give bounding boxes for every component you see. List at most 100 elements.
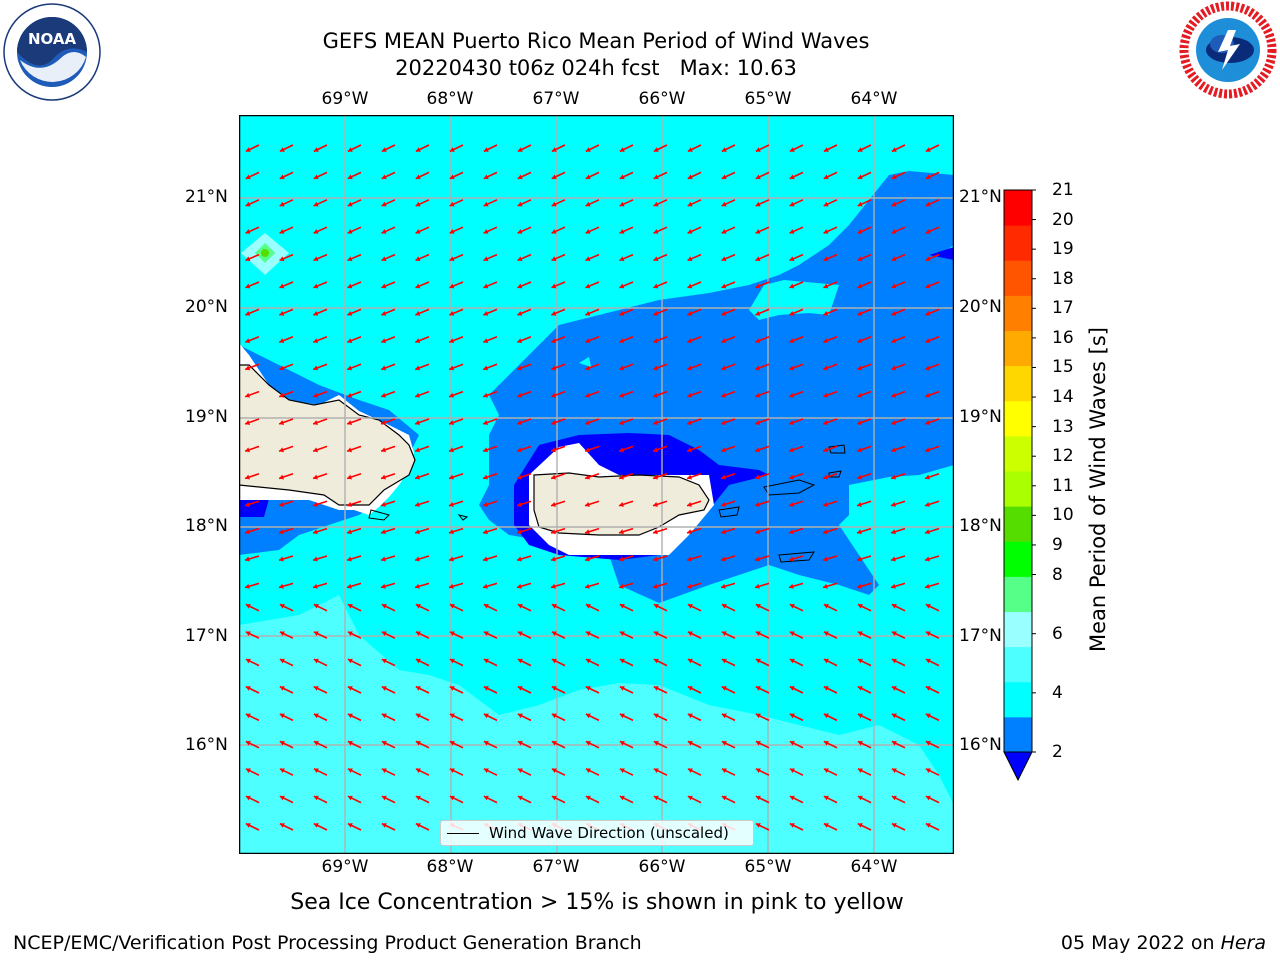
wind-wave-arrow xyxy=(245,144,260,153)
wind-wave-arrow xyxy=(618,555,634,562)
wind-wave-arrow xyxy=(822,418,838,425)
wind-wave-arrow xyxy=(516,555,532,562)
wind-wave-arrow xyxy=(381,308,396,316)
wind-wave-arrow xyxy=(891,740,906,749)
wind-wave-arrow xyxy=(550,500,566,507)
wind-wave-arrow xyxy=(857,740,872,749)
colorbar-segment xyxy=(1004,576,1032,612)
colorbar-tick-label: 13 xyxy=(1052,416,1074,437)
wind-wave-arrow xyxy=(823,308,838,316)
wind-wave-arrow xyxy=(346,336,362,344)
colorbar-tick-label: 2 xyxy=(1052,742,1063,762)
wind-wave-arrow xyxy=(891,308,906,316)
lat-label-left-21: 21°N xyxy=(185,187,228,207)
wind-wave-arrow xyxy=(619,740,634,749)
wind-wave-arrow xyxy=(720,555,736,562)
wind-wave-arrow xyxy=(789,281,804,289)
wind-wave-arrow xyxy=(890,473,906,480)
wind-wave-arrow xyxy=(517,603,532,612)
wind-wave-arrow xyxy=(278,336,294,344)
wind-wave-arrow xyxy=(789,253,804,262)
wind-wave-arrow xyxy=(550,363,566,371)
wind-wave-arrow xyxy=(720,500,736,507)
lon-label-top-67: 67°W xyxy=(532,89,580,109)
wind-wave-arrow xyxy=(245,713,260,722)
wind-wave-arrow xyxy=(313,768,328,776)
wind-wave-arrow xyxy=(925,740,940,749)
wind-wave-arrow xyxy=(346,500,362,507)
lon-label-bottom-66: 66°W xyxy=(638,857,686,877)
wind-wave-arrow xyxy=(278,582,294,589)
wind-wave-arrow xyxy=(925,199,940,207)
wind-wave-arrow xyxy=(823,253,838,262)
wind-wave-arrow xyxy=(550,555,566,562)
wind-wave-arrow xyxy=(483,226,498,234)
wind-wave-arrow xyxy=(516,390,532,398)
wind-wave-arrow xyxy=(789,795,804,804)
wind-wave-arrow xyxy=(653,631,668,639)
wind-wave-arrow xyxy=(483,740,498,749)
colorbar-tick-label: 16 xyxy=(1052,327,1074,348)
wind-wave-arrow xyxy=(585,144,600,153)
wind-wave-arrow xyxy=(856,336,872,344)
wind-wave-arrow xyxy=(924,418,940,425)
wind-wave-arrow xyxy=(857,144,872,153)
wind-wave-arrow xyxy=(924,555,940,562)
wind-wave-arrow xyxy=(483,253,498,262)
wind-wave-arrow xyxy=(652,418,668,425)
wind-wave-arrow xyxy=(721,199,736,207)
wind-wave-arrow xyxy=(924,390,940,398)
legend-line-icon xyxy=(447,832,479,834)
wind-wave-arrow xyxy=(313,226,328,234)
wind-wave-arrow xyxy=(720,336,736,344)
wind-wave-arrow xyxy=(584,418,600,425)
wind-wave-arrow xyxy=(517,685,532,694)
wind-wave-arrow xyxy=(415,768,430,776)
wind-wave-arrow xyxy=(279,658,294,667)
wind-wave-arrow xyxy=(449,740,464,749)
wind-wave-arrow xyxy=(822,445,838,453)
colorbar xyxy=(1000,185,1036,785)
wind-wave-arrow xyxy=(346,445,362,453)
noaa-logo: NOAA xyxy=(2,2,102,102)
wind-wave-arrow xyxy=(483,144,498,153)
wind-wave-arrow xyxy=(347,658,362,667)
wind-wave-arrow xyxy=(856,363,872,371)
wind-wave-arrow xyxy=(891,281,906,289)
wind-wave-arrow xyxy=(653,685,668,694)
wind-wave-arrow xyxy=(687,631,702,639)
wind-wave-arrow xyxy=(278,418,294,425)
wind-wave-arrow xyxy=(550,390,566,398)
wind-wave-arrow xyxy=(823,795,838,804)
wind-wave-arrow xyxy=(823,631,838,639)
noaa-logo-text: NOAA xyxy=(28,30,77,48)
wind-wave-arrow xyxy=(245,281,260,289)
wind-wave-arrow xyxy=(347,822,362,831)
wind-wave-arrow xyxy=(448,390,464,398)
wind-wave-arrow xyxy=(482,473,498,480)
wind-wave-arrow xyxy=(279,199,294,207)
wind-wave-arrow xyxy=(312,555,328,562)
wind-wave-arrow xyxy=(822,390,838,398)
wind-wave-arrow xyxy=(619,768,634,776)
wind-wave-arrow xyxy=(652,363,668,371)
wind-wave-arrow xyxy=(687,740,702,749)
wind-wave-arrow xyxy=(381,685,396,694)
wind-wave-arrow xyxy=(788,473,804,480)
colorbar-segment xyxy=(1004,611,1032,648)
wind-wave-arrow xyxy=(788,418,804,425)
lat-label-right-21: 21°N xyxy=(959,187,1002,207)
wind-wave-arrow xyxy=(891,171,906,180)
wind-wave-arrow xyxy=(721,631,736,639)
wind-wave-arrow xyxy=(381,603,396,612)
wind-wave-arrow xyxy=(584,390,600,398)
lon-label-top-64: 64°W xyxy=(850,89,898,109)
wind-wave-arrow xyxy=(619,144,634,153)
wind-wave-arrow xyxy=(891,253,906,262)
wind-wave-arrow xyxy=(415,281,430,289)
wind-wave-arrow xyxy=(483,658,498,667)
wind-wave-arrow xyxy=(381,768,396,776)
wind-wave-arrow xyxy=(754,445,770,453)
wind-wave-arrow xyxy=(789,685,804,694)
wind-wave-arrow xyxy=(244,555,260,562)
